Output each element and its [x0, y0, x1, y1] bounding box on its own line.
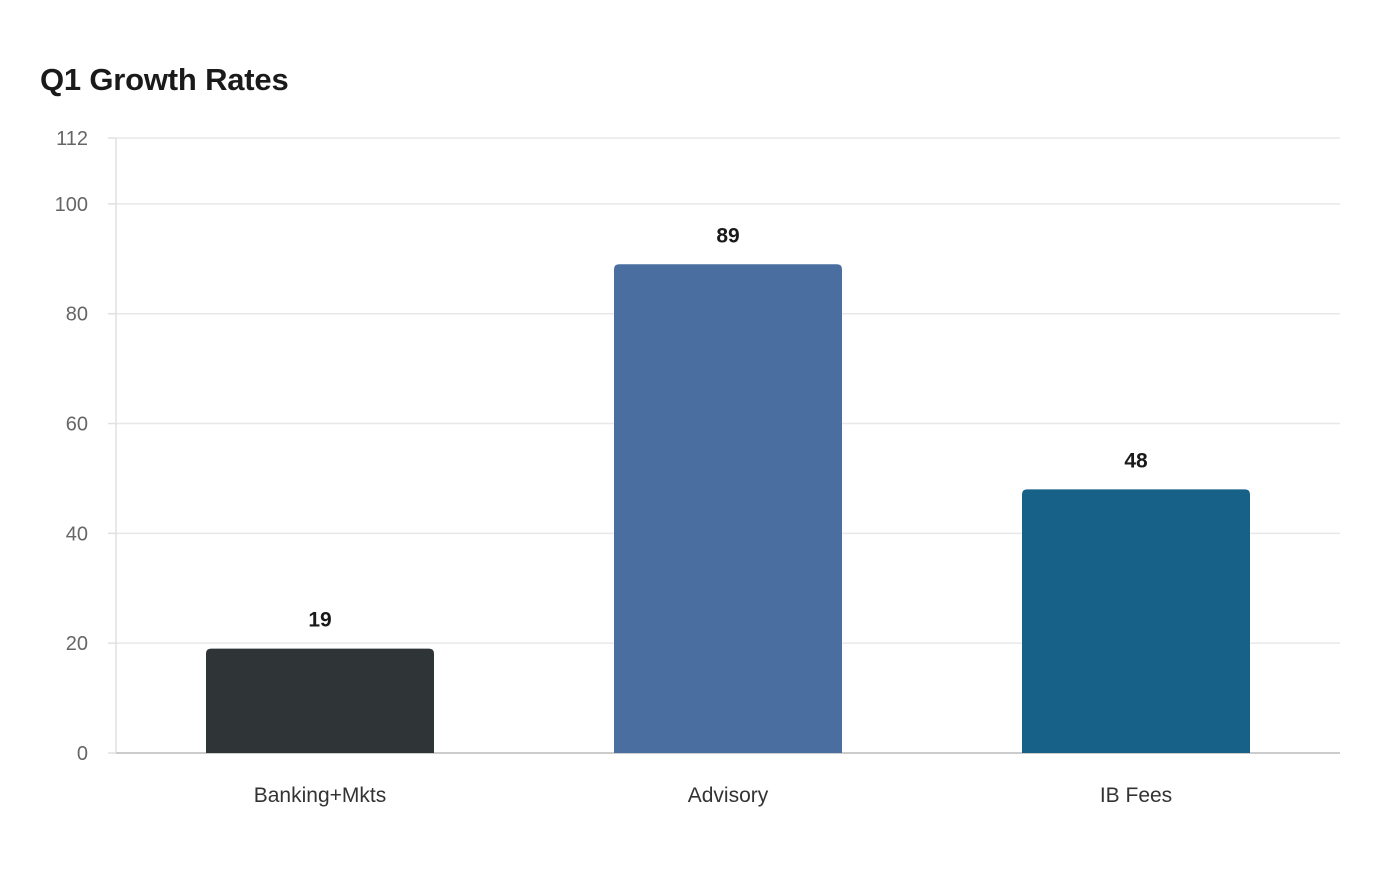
- data-label: 48: [1124, 449, 1148, 472]
- x-tick-label: IB Fees: [1100, 784, 1172, 807]
- chart-title: Q1 Growth Rates: [40, 62, 289, 97]
- y-tick-label: 112: [56, 128, 88, 150]
- data-label: 89: [716, 224, 739, 247]
- bars: [206, 264, 1250, 753]
- x-tick-labels: Banking+Mkts Advisory IB Fees: [254, 784, 1172, 807]
- y-tick-labels: 0 20 40 60 80 100 112: [55, 128, 88, 765]
- x-tick-label: Advisory: [688, 784, 769, 807]
- y-tick-label: 80: [66, 304, 88, 326]
- bar-banking-mkts: [206, 648, 434, 753]
- bar-advisory: [614, 264, 842, 753]
- data-labels: 19 89 48: [308, 224, 1148, 631]
- y-tick-label: 40: [66, 523, 88, 545]
- bar-ib-fees: [1022, 489, 1250, 753]
- y-tick-label: 0: [77, 743, 88, 765]
- y-tick-label: 60: [66, 414, 88, 436]
- x-tick-label: Banking+Mkts: [254, 784, 386, 807]
- y-tick-label: 100: [55, 194, 88, 216]
- data-label: 19: [308, 609, 331, 632]
- y-tick-label: 20: [66, 633, 88, 655]
